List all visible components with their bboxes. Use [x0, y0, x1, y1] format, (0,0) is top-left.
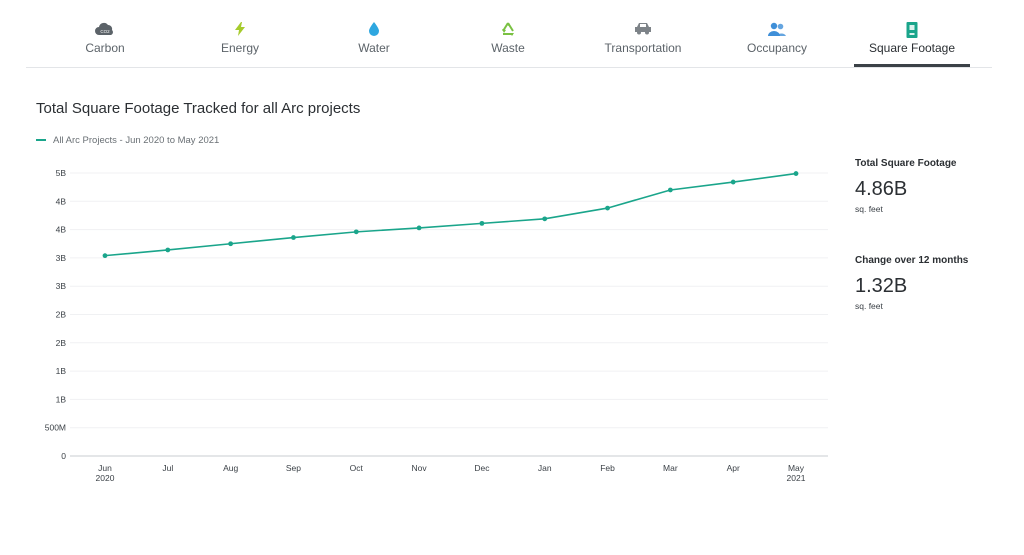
x-tick-label: Dec: [474, 463, 490, 473]
x-tick-label: Jan: [538, 463, 552, 473]
data-point: [291, 235, 296, 240]
total-unit: sq. feet: [855, 204, 883, 214]
data-point: [667, 187, 673, 193]
y-tick-label: 4B: [56, 225, 67, 235]
data-point: [416, 225, 422, 231]
co2-cloud-icon: CO2: [94, 22, 116, 41]
water-drop-icon: [368, 22, 380, 41]
tab-waste[interactable]: Waste: [450, 0, 566, 66]
tab-energy[interactable]: Energy: [182, 0, 298, 66]
chart-title: Total Square Footage Tracked for all Arc…: [36, 100, 361, 117]
y-tick-label: 3B: [56, 281, 67, 291]
change-stat: Change over 12 months 1.32B sq. feet: [855, 255, 1015, 311]
co2-badge: CO2: [100, 29, 110, 34]
y-tick-label: 500M: [45, 423, 66, 433]
tab-label: Water: [358, 41, 390, 55]
y-tick-label: 5B: [56, 168, 67, 178]
lightning-icon: [234, 22, 246, 41]
total-label: Total Square Footage: [855, 158, 957, 169]
tab-water[interactable]: Water: [316, 0, 432, 66]
recycle-icon: [500, 22, 516, 42]
data-point: [605, 205, 610, 211]
tab-label: Square Footage: [868, 41, 956, 55]
tab-square-footage[interactable]: Square Footage: [854, 0, 970, 67]
change-unit: sq. feet: [855, 301, 883, 311]
chart-legend[interactable]: All Arc Projects - Jun 2020 to May 2021: [36, 134, 219, 146]
tab-occupancy[interactable]: Occupancy: [719, 0, 835, 66]
x-tick-label: Nov: [412, 463, 428, 473]
tab-label: Transportation: [604, 41, 682, 55]
data-point: [479, 220, 485, 226]
change-label: Change over 12 months: [855, 255, 969, 266]
x-tick-label: Aug: [223, 463, 238, 473]
total-value: 4.86B: [855, 178, 908, 200]
tab-label: Carbon: [85, 41, 125, 55]
y-tick-label: 2B: [56, 338, 67, 348]
x-tick-label: Jun 2020: [96, 463, 115, 483]
legend-swatch: [36, 139, 46, 141]
series-line: [104, 172, 797, 257]
y-tick-label: 1B: [56, 394, 67, 404]
tab-label: Energy: [220, 41, 260, 55]
y-tick-label: 3B: [56, 253, 67, 263]
data-point: [542, 216, 548, 222]
data-point: [793, 171, 799, 176]
building-icon: [906, 22, 918, 43]
y-tick-label: 1B: [56, 366, 67, 376]
car-icon: [634, 22, 652, 40]
x-tick-label: Mar: [663, 463, 678, 473]
x-tick-label: Feb: [600, 463, 615, 473]
x-tick-label: Apr: [727, 463, 740, 473]
data-point: [353, 229, 359, 235]
tab-label: Waste: [491, 41, 525, 55]
data-point: [228, 241, 234, 247]
legend-label: All Arc Projects - Jun 2020 to May 2021: [53, 134, 220, 146]
x-tick-label: Jul: [162, 463, 173, 473]
people-icon: [768, 22, 786, 41]
x-tick-label: Sep: [286, 463, 301, 473]
square-footage-line-chart: 0 500M 1B 1B 2B 2B 3B 3B 4B 4B 5B Jun 2020 Jul Aug Sep O…: [45, 168, 828, 483]
tab-carbon[interactable]: CO2 Carbon: [47, 0, 163, 66]
data-point: [730, 179, 736, 185]
change-value: 1.32B: [855, 275, 908, 297]
metric-tabs: CO2 Carbon Energy Water Waste Transportation O…: [26, 0, 992, 68]
total-square-footage-stat: Total Square Footage 4.86B sq. feet: [855, 158, 1015, 214]
y-tick-label: 4B: [56, 196, 67, 206]
x-tick-label: May 2021: [787, 463, 806, 483]
tab-transportation[interactable]: Transportation: [585, 0, 701, 66]
data-point: [102, 253, 108, 259]
y-tick-label: 0: [61, 451, 66, 461]
x-tick-label: Oct: [350, 463, 364, 473]
tab-label: Occupancy: [746, 41, 808, 55]
y-tick-label: 2B: [56, 310, 67, 320]
data-point: [165, 247, 171, 253]
